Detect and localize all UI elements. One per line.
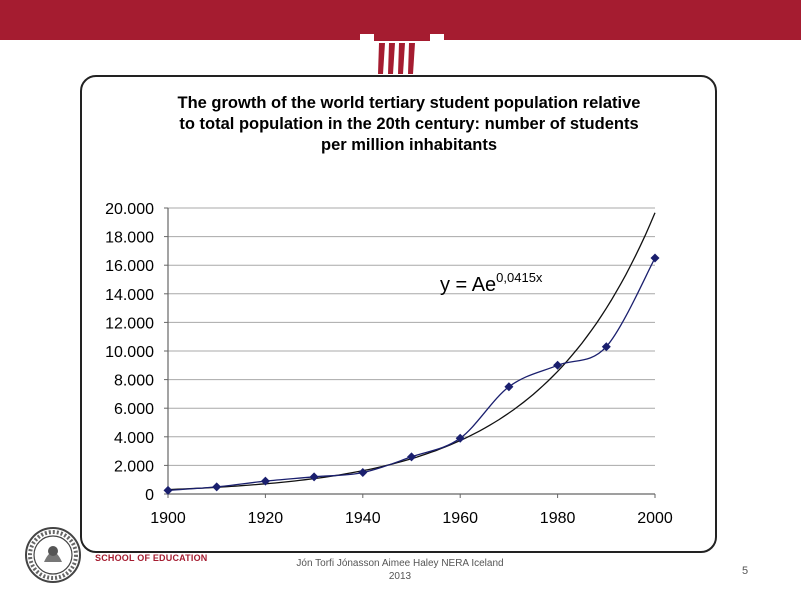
x-tick-label: 1920: [248, 510, 284, 527]
y-tick-label: 20.000: [105, 201, 154, 218]
data-point: [358, 468, 368, 478]
y-tick-label: 14.000: [105, 287, 154, 304]
data-point: [504, 382, 514, 392]
header-band: [0, 0, 801, 40]
chart-title-line: per million inhabitants: [321, 136, 497, 154]
page-number: 5: [742, 565, 749, 577]
y-tick-label: 6.000: [114, 401, 154, 418]
x-tick-label: 1980: [540, 510, 576, 527]
data-point: [455, 433, 465, 443]
y-tick-label: 18.000: [105, 230, 154, 247]
y-tick-label: 4.000: [114, 430, 154, 447]
school-label: SCHOOL OF EDUCATION: [95, 553, 208, 563]
y-tick-label: 0: [145, 487, 154, 504]
data-point: [309, 472, 319, 482]
data-point: [407, 452, 416, 462]
data-point: [650, 253, 660, 263]
footer-line-1: Jón Torfi Jónasson Aimee Haley NERA Icel…: [296, 558, 504, 569]
data-point: [212, 482, 222, 492]
data-point: [553, 360, 563, 370]
x-tick-label: 2000: [637, 510, 673, 527]
footer-line-2: 2013: [388, 571, 412, 582]
x-tick-label: 1900: [150, 510, 186, 527]
x-tick-label: 1940: [345, 510, 381, 527]
trendline-equation: y = Ae0,0415x: [440, 270, 543, 296]
series-line: [167, 257, 656, 492]
data-point: [260, 476, 270, 486]
data-point: [163, 485, 173, 495]
university-seal-icon: [25, 527, 81, 583]
y-tick-label: 10.000: [105, 344, 154, 361]
university-logo-icon: [360, 34, 444, 76]
chart-frame: [80, 75, 717, 553]
y-tick-label: 2.000: [114, 458, 154, 475]
x-tick-label: 1960: [442, 510, 478, 527]
footer-citation: Jón Torfi Jónasson Aimee Haley NERA Icel…: [265, 557, 535, 583]
chart-title-line: The growth of the world tertiary student…: [178, 94, 641, 112]
y-tick-label: 16.000: [105, 258, 154, 275]
y-tick-label: 8.000: [114, 373, 154, 390]
data-point: [601, 342, 611, 352]
chart-title-line: to total population in the 20th century:…: [179, 115, 638, 133]
y-tick-label: 12.000: [105, 315, 154, 332]
